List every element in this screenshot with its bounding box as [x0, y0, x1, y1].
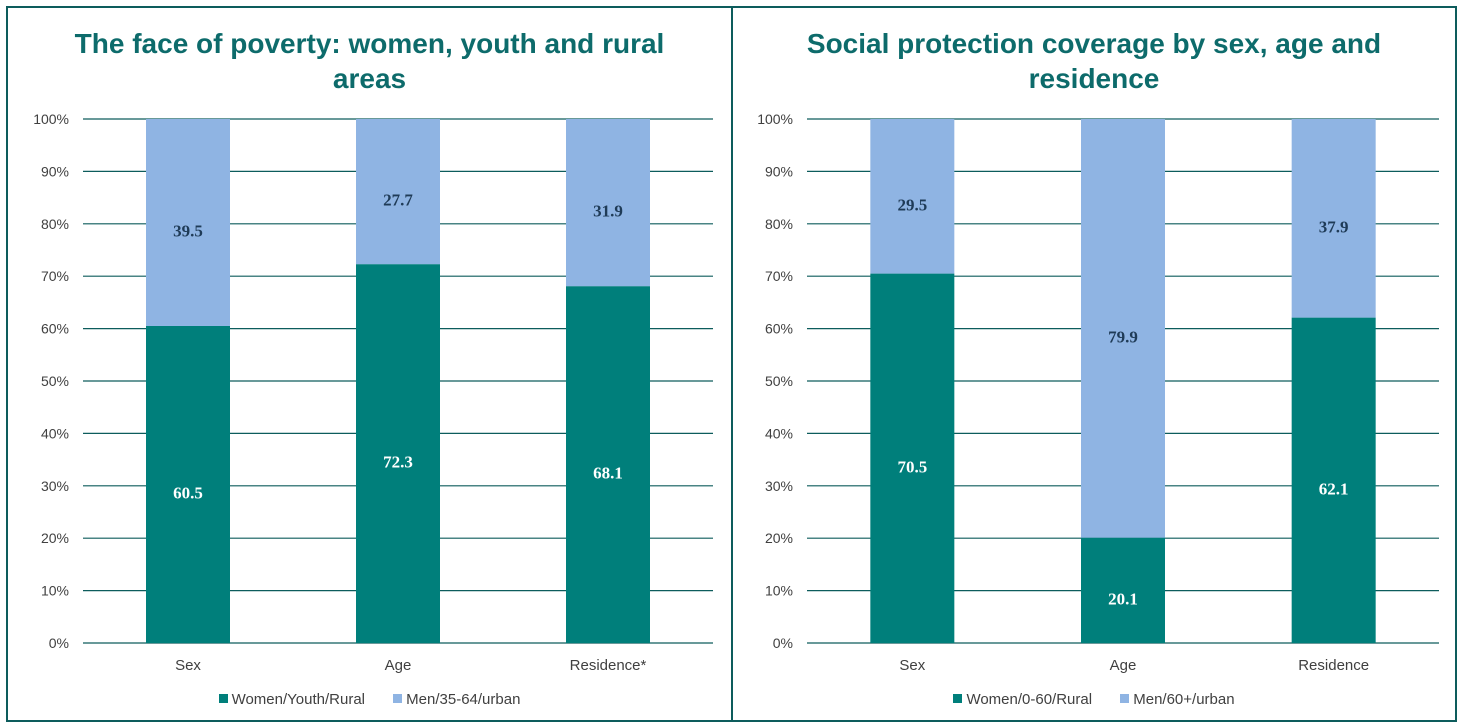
- category-label: Age: [1110, 657, 1137, 674]
- y-tick-label: 90%: [765, 163, 793, 179]
- category-label: Residence: [1298, 657, 1369, 674]
- y-tick-label: 10%: [765, 583, 793, 599]
- category-label: Age: [385, 657, 412, 674]
- legend: Women/0-60/Rural Men/60+/urban: [733, 691, 1455, 708]
- legend-swatch: [393, 694, 403, 703]
- legend-item: Women/Youth/Rural: [218, 691, 365, 708]
- y-tick-label: 40%: [41, 425, 69, 441]
- y-tick-label: 40%: [765, 425, 793, 441]
- y-tick-label: 0%: [49, 635, 69, 651]
- legend-label: Men/35-64/urban: [406, 691, 521, 708]
- data-label: 20.1: [1108, 589, 1138, 608]
- data-label: 72.3: [383, 453, 413, 472]
- legend-item: Men/35-64/urban: [393, 691, 520, 708]
- bar-segment: [1081, 119, 1165, 538]
- stacked-bar-chart-social-protection: 0% 10% 20% 30% 40% 50% 60% 70% 80% 90% 100% 70.5 29.…: [757, 111, 1439, 674]
- data-label: 37.9: [1319, 217, 1349, 236]
- data-label: 62.1: [1319, 479, 1349, 498]
- chart-panel-poverty: The face of poverty: women, youth and ru…: [6, 6, 733, 722]
- bar-segment: [146, 119, 230, 326]
- legend-item: Men/60+/urban: [1120, 691, 1235, 708]
- y-tick-label: 20%: [41, 530, 69, 546]
- data-label: 60.5: [173, 483, 203, 502]
- data-label: 29.5: [897, 195, 927, 214]
- stacked-bar-chart-poverty: 0% 10% 20% 30% 40% 50% 60% 70% 80% 90% 100% 60.5 39.…: [33, 111, 713, 674]
- y-tick-label: 30%: [41, 478, 69, 494]
- bar-segment: [566, 286, 650, 643]
- legend-label: Women/0-60/Rural: [966, 691, 1093, 708]
- bar-segment: [1291, 119, 1376, 318]
- y-tick-label: 60%: [41, 321, 69, 337]
- category-label: Sex: [899, 657, 925, 674]
- y-tick-label: 10%: [41, 583, 69, 599]
- legend: Women/Youth/Rural Men/35-64/urban: [8, 691, 731, 708]
- y-tick-label: 60%: [765, 321, 793, 337]
- bar-segment: [146, 325, 230, 643]
- y-tick-label: 50%: [765, 373, 793, 389]
- chart-title: The face of poverty: women, youth and ru…: [74, 28, 665, 94]
- y-tick-label: 100%: [33, 111, 69, 127]
- data-label: 27.7: [383, 191, 413, 210]
- data-label: 39.5: [173, 221, 203, 240]
- y-tick-label: 20%: [765, 530, 793, 546]
- legend-label: Men/60+/urban: [1133, 691, 1235, 708]
- bar-segment: [566, 119, 650, 287]
- data-label: 79.9: [1108, 327, 1138, 346]
- y-tick-label: 90%: [41, 163, 69, 179]
- y-tick-label: 0%: [773, 635, 793, 651]
- bar-segment: [1291, 317, 1376, 643]
- category-label: Residence*: [570, 657, 647, 674]
- chart-title: Social protection coverage by sex, age a…: [806, 28, 1382, 94]
- y-tick-label: 50%: [41, 373, 69, 389]
- data-label: 31.9: [593, 202, 623, 221]
- bar-segment: [356, 264, 440, 643]
- y-tick-label: 30%: [765, 478, 793, 494]
- bar-segment: [870, 273, 955, 643]
- category-label: Sex: [175, 657, 201, 674]
- legend-label: Women/Youth/Rural: [231, 691, 365, 708]
- chart-panel-social-protection: Social protection coverage by sex, age a…: [731, 6, 1457, 722]
- data-label: 68.1: [593, 464, 623, 483]
- y-tick-label: 70%: [765, 268, 793, 284]
- bar-segment: [356, 119, 440, 265]
- legend-item: Women/0-60/Rural: [953, 691, 1092, 708]
- y-tick-label: 80%: [765, 216, 793, 232]
- y-tick-label: 70%: [41, 268, 69, 284]
- bar-segment: [1081, 537, 1165, 643]
- legend-swatch: [1120, 694, 1130, 703]
- legend-swatch: [218, 694, 228, 703]
- y-tick-label: 80%: [41, 216, 69, 232]
- y-tick-label: 100%: [757, 111, 793, 127]
- bar-segment: [870, 119, 955, 274]
- legend-swatch: [953, 694, 963, 703]
- data-label: 70.5: [897, 457, 927, 476]
